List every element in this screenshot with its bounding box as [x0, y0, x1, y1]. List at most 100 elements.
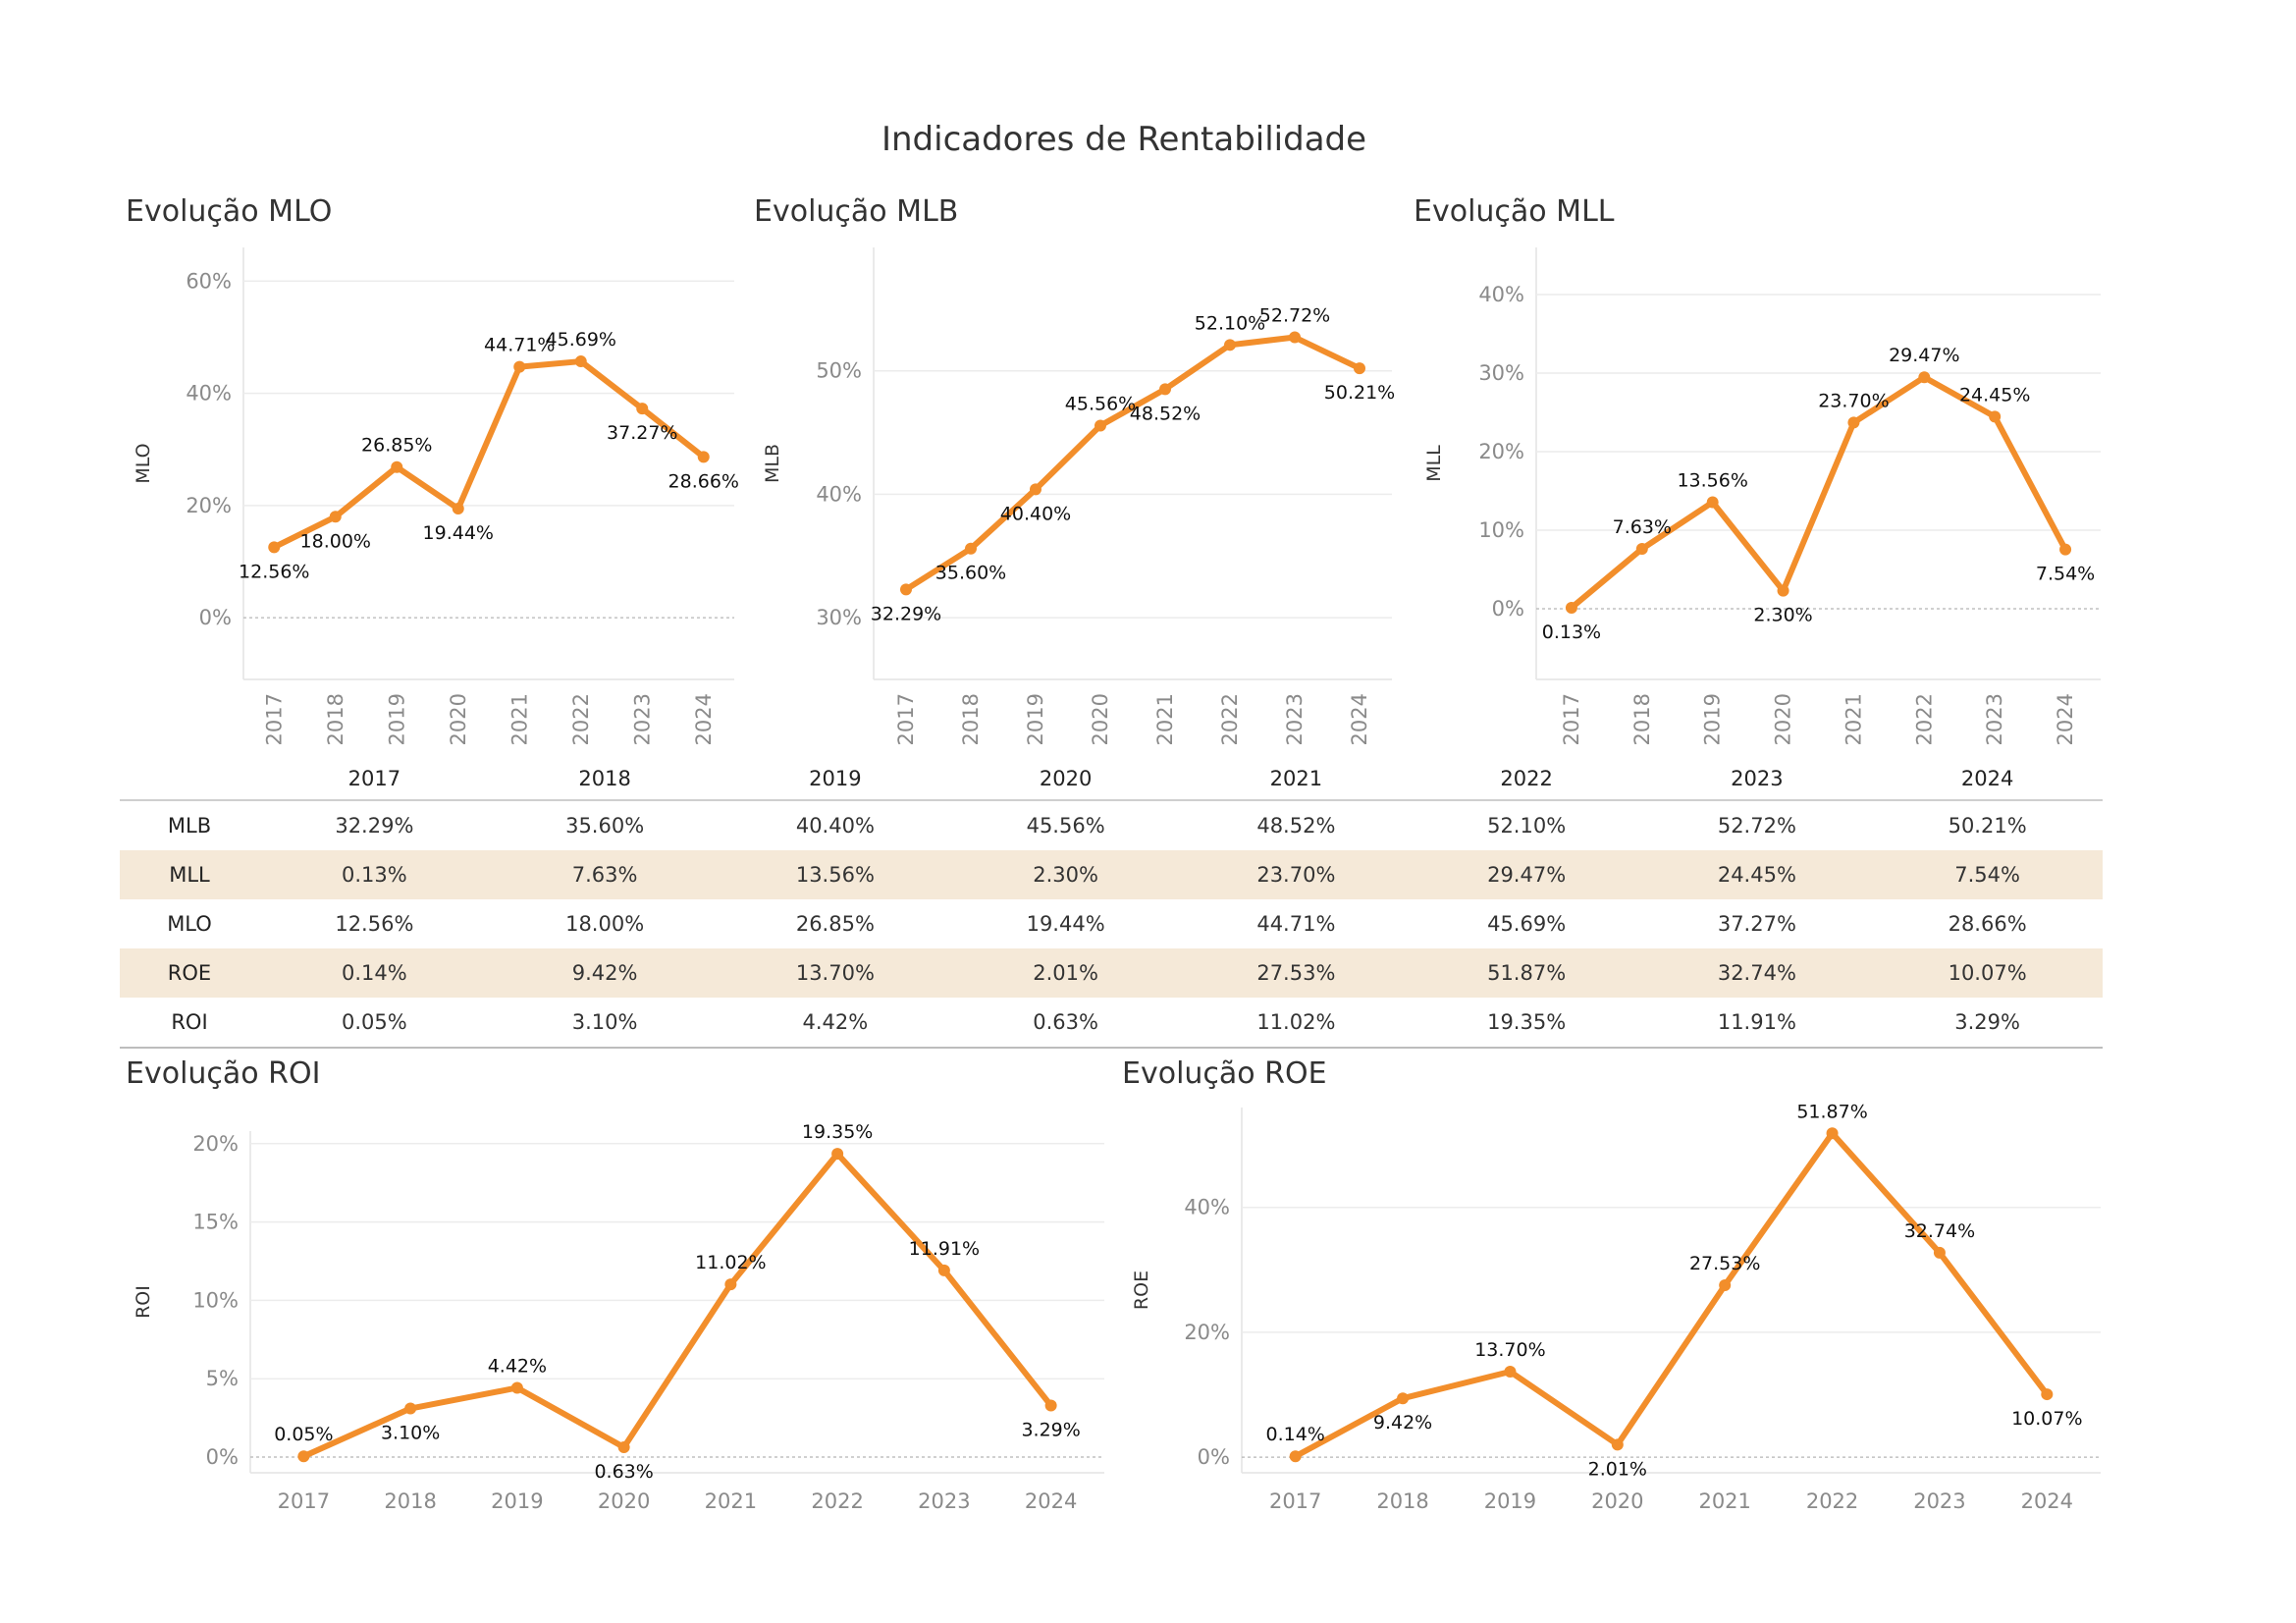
series-line	[271, 358, 707, 551]
table-cell: 7.63%	[571, 863, 638, 887]
y-tick-label: 40%	[1478, 283, 1524, 306]
y-tick-label: 0%	[1492, 597, 1524, 621]
data-label: 50.21%	[1324, 382, 1395, 404]
column-header: 2022	[1500, 767, 1553, 790]
row-header: MLB	[167, 814, 212, 838]
x-tick-label: 2021	[1153, 693, 1177, 745]
data-point	[1989, 410, 2002, 423]
data-point	[900, 583, 912, 596]
table-cell: 2.01%	[1033, 961, 1098, 985]
data-label: 27.53%	[1689, 1253, 1760, 1274]
table-cell: 40.40%	[795, 814, 875, 838]
data-label: 19.44%	[423, 522, 494, 544]
data-label: 32.74%	[1904, 1220, 1975, 1242]
data-point	[1706, 496, 1719, 509]
data-label: 0.13%	[1542, 622, 1601, 643]
column-header: 2019	[809, 767, 862, 790]
x-tick-label: 2024	[1348, 693, 1371, 745]
series-line	[1568, 374, 2069, 611]
chart-title-mlb: Evolução MLB	[754, 194, 959, 229]
data-label: 2.30%	[1753, 605, 1812, 626]
data-point	[831, 1148, 844, 1161]
x-tick-label: 2021	[1842, 693, 1865, 745]
data-label: 7.63%	[1613, 516, 1672, 538]
x-tick-label: 2018	[384, 1489, 436, 1513]
table-cell: 32.74%	[1717, 961, 1796, 985]
data-point	[513, 360, 526, 373]
table-cell: 44.71%	[1256, 912, 1336, 936]
y-tick-label: 0%	[199, 606, 232, 629]
row-header: ROE	[167, 961, 212, 985]
data-point	[404, 1402, 417, 1415]
table-cell: 27.53%	[1256, 961, 1336, 985]
x-tick-label: 2024	[692, 693, 716, 745]
data-label: 4.42%	[488, 1355, 547, 1377]
table-cell: 11.02%	[1256, 1010, 1336, 1034]
table-cell: 13.56%	[795, 863, 875, 887]
data-point	[1933, 1246, 1946, 1259]
table-cell: 48.52%	[1256, 814, 1336, 838]
data-point	[1159, 383, 1171, 396]
x-tick-label: 2021	[1698, 1489, 1750, 1513]
table-row: ROI 0.05% 3.10% 4.42% 0.63% 11.02% 19.35% 11.91…	[120, 998, 2103, 1048]
data-label: 26.85%	[361, 435, 432, 457]
data-label: 18.00%	[300, 530, 371, 552]
x-tick-label: 2021	[507, 693, 531, 745]
table-cell: 29.47%	[1487, 863, 1567, 887]
data-point	[1397, 1392, 1410, 1405]
y-tick-label: 30%	[816, 606, 862, 629]
x-tick-label: 2023	[1913, 1489, 1965, 1513]
table-cell: 52.72%	[1717, 814, 1796, 838]
data-label: 12.56%	[239, 561, 309, 582]
row-header: ROI	[171, 1010, 208, 1034]
table-cell: 2.30%	[1033, 863, 1098, 887]
x-tick-label: 2023	[1283, 693, 1307, 745]
table-cell: 0.13%	[342, 863, 407, 887]
y-axis-label: MLO	[133, 443, 154, 483]
x-tick-label: 2019	[1701, 693, 1725, 745]
series-line	[1292, 1130, 2051, 1460]
column-header: 2020	[1039, 767, 1093, 790]
y-tick-label: 30%	[1478, 361, 1524, 385]
table-cell: 13.70%	[795, 961, 875, 985]
x-tick-label: 2017	[262, 693, 286, 745]
data-point	[1504, 1365, 1517, 1378]
data-point	[1565, 601, 1577, 614]
data-point	[2041, 1388, 2054, 1401]
data-label: 37.27%	[607, 422, 677, 444]
data-label: 24.45%	[1959, 384, 2030, 406]
data-label: 13.70%	[1474, 1339, 1545, 1361]
data-label: 3.10%	[381, 1423, 440, 1444]
column-header: 2018	[578, 767, 631, 790]
table-row: MLL 0.13% 7.63% 13.56% 2.30% 23.70% 29.47% 24.4…	[120, 850, 2103, 899]
data-label: 29.47%	[1889, 345, 1959, 366]
table-cell: 26.85%	[795, 912, 875, 936]
x-tick-label: 2020	[1591, 1489, 1643, 1513]
table-cell: 11.91%	[1717, 1010, 1796, 1034]
table-cell: 32.29%	[335, 814, 414, 838]
column-header: 2021	[1269, 767, 1323, 790]
table-cell: 7.54%	[1954, 863, 2020, 887]
y-axis-label: ROI	[133, 1285, 154, 1319]
x-tick-label: 2017	[1560, 693, 1583, 745]
data-point	[1918, 371, 1931, 384]
data-label: 52.72%	[1259, 305, 1330, 327]
y-tick-label: 20%	[1478, 440, 1524, 463]
data-label: 45.56%	[1065, 394, 1136, 415]
data-point	[1044, 1399, 1057, 1412]
data-point	[1095, 419, 1106, 432]
chart-title-roi: Evolução ROI	[126, 1056, 321, 1091]
table-cell: 19.44%	[1026, 912, 1105, 936]
x-tick-label: 2023	[1983, 693, 2006, 745]
table-cell: 3.29%	[1954, 1010, 2020, 1034]
data-point	[724, 1278, 737, 1291]
x-tick-label: 2024	[1025, 1489, 1077, 1513]
data-point	[574, 355, 587, 368]
y-tick-label: 5%	[206, 1367, 239, 1390]
y-tick-label: 20%	[192, 1132, 239, 1156]
x-tick-label: 2019	[1484, 1489, 1536, 1513]
